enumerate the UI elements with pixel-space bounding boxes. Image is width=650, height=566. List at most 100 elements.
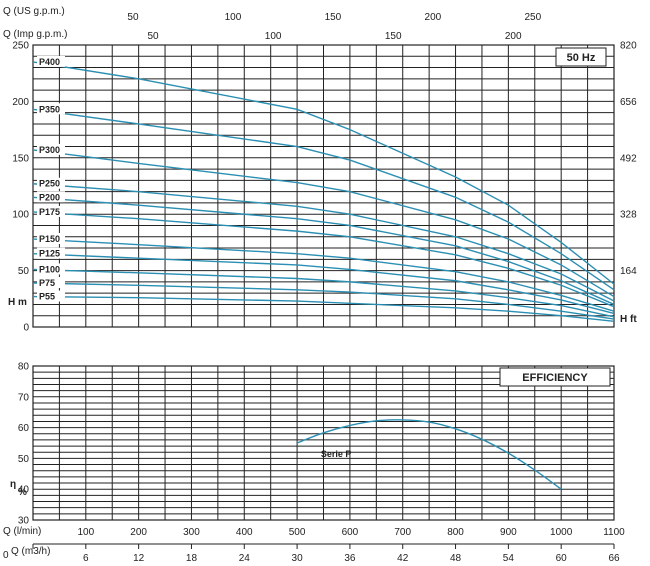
y-axis-label: H m <box>8 297 27 308</box>
y-tick-label: 50 <box>18 454 30 465</box>
series-label-bg <box>37 103 65 115</box>
x-top-imp-tick: 200 <box>505 31 522 42</box>
frequency-box <box>555 47 607 67</box>
x-tick-label: 1000 <box>550 527 573 538</box>
efficiency-label: EFFICIENCY <box>522 372 588 384</box>
x-tick-label: 800 <box>447 527 464 538</box>
head-curve-p125 <box>32 252 615 315</box>
y-right-tick-label: 492 <box>620 153 637 164</box>
y-tick-label: 50 <box>18 266 30 277</box>
y-tick-label: 70 <box>18 392 30 403</box>
x2-tick-label: 24 <box>239 553 251 564</box>
x2-tick-label: 36 <box>344 553 356 564</box>
head-curve-p150 <box>32 238 615 312</box>
series-label-bg <box>37 191 65 203</box>
series-label-bg <box>37 290 65 302</box>
series-label-bg <box>37 233 65 245</box>
series-label-p200: P200 <box>39 192 60 202</box>
series-label-bg <box>37 247 65 259</box>
series-label-p175: P175 <box>39 207 60 217</box>
x2-tick-label: 66 <box>608 553 620 564</box>
series-label-bg <box>37 263 65 275</box>
y-tick-label: 60 <box>18 423 30 434</box>
efficiency-series-label: Serie P <box>321 449 352 459</box>
x2-tick-label: 60 <box>556 553 568 564</box>
head-curve-p200 <box>32 196 615 306</box>
head-curve-p175 <box>32 211 615 308</box>
plot-frame <box>32 44 615 328</box>
y-tick-label: 0 <box>23 323 29 334</box>
x-top-imp-tick: 100 <box>265 31 282 42</box>
series-label-p55: P55 <box>39 292 55 302</box>
x-top-imp-label: Q (Imp g.p.m.) <box>3 29 67 40</box>
series-label-p75: P75 <box>39 278 55 288</box>
x-tick-label: 300 <box>183 527 200 538</box>
series-label-bg <box>37 177 65 189</box>
y-right-axis-label: H ft <box>620 314 637 325</box>
series-label-p350: P350 <box>39 104 60 114</box>
head-curve-p250 <box>32 183 615 302</box>
x-tick-label: 100 <box>77 527 94 538</box>
x-tick-label: 500 <box>289 527 306 538</box>
y-tick-label: 30 <box>18 516 30 527</box>
y-right-tick-label: 328 <box>620 210 637 221</box>
series-label-bg <box>37 143 65 155</box>
series-label-p250: P250 <box>39 179 60 189</box>
series-label-p400: P400 <box>39 57 60 67</box>
x-top-us-tick: 250 <box>525 12 542 23</box>
y-tick-label: 150 <box>12 153 29 164</box>
series-label-bg <box>37 277 65 289</box>
y-tick-label: 40 <box>18 485 30 496</box>
x-tick-label: 200 <box>130 527 147 538</box>
x2-axis-label: Q (m3/h) <box>11 546 50 557</box>
x-top-us-tick: 50 <box>127 12 139 23</box>
y-tick-label: 200 <box>12 97 29 108</box>
x-top-us-tick: 200 <box>425 12 442 23</box>
x-tick-label: 1100 <box>603 527 625 538</box>
y-tick-label: 250 <box>12 41 29 52</box>
y-right-tick-label: 164 <box>620 266 637 277</box>
x-top-imp-tick: 150 <box>385 31 402 42</box>
series-label-p150: P150 <box>39 234 60 244</box>
x2-tick-label: 18 <box>186 553 198 564</box>
x2-tick-label: 6 <box>83 553 89 564</box>
head-curve-p300 <box>32 149 615 298</box>
x2-tick-label: 54 <box>503 553 515 564</box>
x-tick-label: 400 <box>236 527 253 538</box>
x-tick-label: 900 <box>500 527 517 538</box>
x-top-us-tick: 150 <box>325 12 342 23</box>
y-axis-unit: % <box>18 487 27 498</box>
head-curve-p350 <box>32 108 615 291</box>
series-label-p100: P100 <box>39 264 60 274</box>
x-top-imp-tick: 50 <box>147 31 159 42</box>
x-top-us-label: Q (US g.p.m.) <box>3 6 65 17</box>
x2-tick-label: 48 <box>450 553 462 564</box>
y-right-tick-label: 820 <box>620 41 637 52</box>
series-label-p125: P125 <box>39 249 60 259</box>
x-tick-label: 700 <box>394 527 411 538</box>
y-tick-label: 80 <box>18 362 30 373</box>
series-label-bg <box>37 55 65 67</box>
efficiency-box <box>499 367 611 387</box>
x2-zero-tick: 0 <box>3 550 9 561</box>
y-axis-label: η <box>10 479 16 490</box>
head-curve-p55 <box>32 295 615 323</box>
head-curve-p75 <box>32 282 615 320</box>
x2-tick-label: 12 <box>133 553 145 564</box>
frequency-label: 50 Hz <box>567 52 596 64</box>
efficiency-curve <box>296 419 562 490</box>
x-tick-label: 600 <box>342 527 359 538</box>
y-right-tick-label: 656 <box>620 97 637 108</box>
x-top-us-tick: 100 <box>225 12 242 23</box>
head-curve-p100 <box>32 268 615 318</box>
x2-tick-label: 30 <box>292 553 304 564</box>
x2-tick-label: 42 <box>397 553 409 564</box>
plot-frame <box>32 365 615 521</box>
x-axis-label: Q (l/min) <box>3 526 41 537</box>
y-tick-label: 100 <box>12 210 29 221</box>
series-label-bg <box>37 205 65 217</box>
series-label-p300: P300 <box>39 145 60 155</box>
